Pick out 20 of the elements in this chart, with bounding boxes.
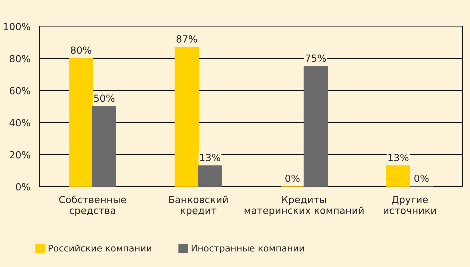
y-tick-label: 80% (10, 55, 30, 63)
x-tick-label: Кредиты материнских компаний (244, 196, 364, 216)
y-tick-label: 40% (10, 119, 30, 127)
legend-label: Иностранные компании (192, 245, 304, 254)
y-tick-label: 0% (16, 183, 30, 191)
x-tick-label: Другие источники (384, 196, 436, 214)
x-tick-label: Банковский кредит (169, 196, 228, 216)
data-label: 50% (94, 94, 115, 102)
y-tick-label: 60% (10, 87, 30, 95)
data-label: 0% (414, 174, 429, 182)
y-tick-label: 100% (4, 23, 30, 31)
legend-label: Российские компании (48, 244, 152, 252)
data-label: 75% (306, 54, 326, 62)
y-tick-label: 20% (10, 151, 30, 159)
data-label: 13% (200, 154, 220, 162)
data-label: 80% (71, 46, 92, 54)
x-tick-label: Собственные средства (59, 196, 126, 216)
data-label: 87% (176, 36, 198, 43)
data-label: 13% (388, 154, 409, 162)
data-label: 0% (286, 174, 300, 182)
